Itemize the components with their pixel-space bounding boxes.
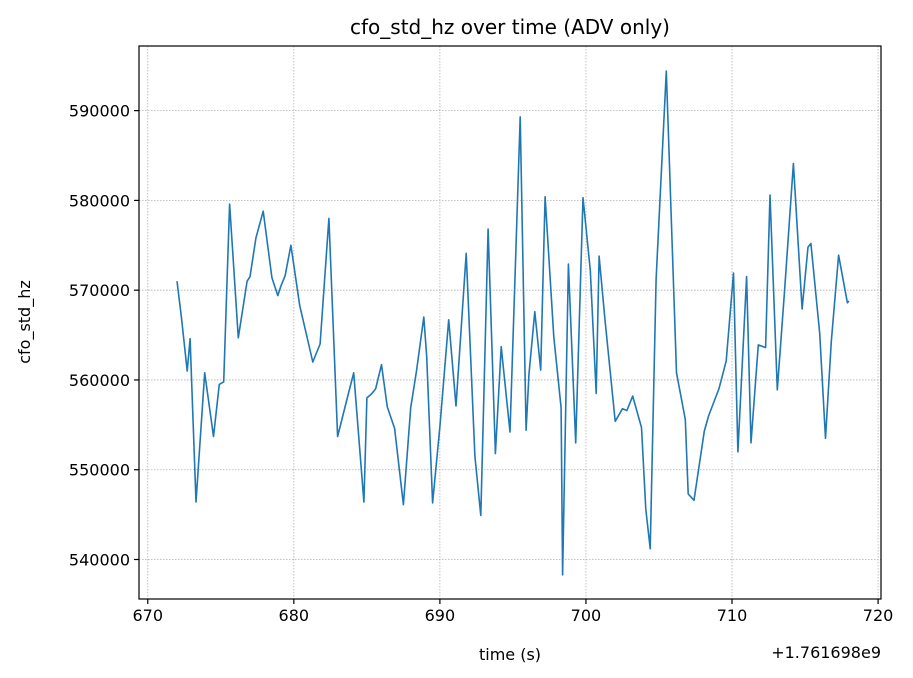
x-tick-label: 690 (425, 606, 456, 625)
chart-title: cfo_std_hz over time (ADV only) (350, 15, 670, 39)
grid-layer (139, 46, 881, 599)
y-tick-label: 570000 (69, 281, 130, 300)
y-tick-label: 580000 (69, 191, 130, 210)
y-tick-label: 590000 (69, 102, 130, 121)
y-tick-label: 540000 (69, 551, 130, 570)
x-axis-label: time (s) (479, 645, 541, 664)
y-tick-label: 550000 (69, 461, 130, 480)
tick-layer: 670 680 690 700 710 720 540000 550000 560000 5700… (69, 102, 893, 625)
x-tick-label: 700 (571, 606, 602, 625)
series-line (176, 70, 850, 576)
plot-frame (138, 45, 882, 600)
x-tick-label: 720 (863, 606, 894, 625)
x-axis-offset-label: +1.761698e9 (771, 643, 881, 662)
x-tick-label: 710 (717, 606, 748, 625)
x-tick-label: 670 (132, 606, 163, 625)
x-tick-label: 680 (279, 606, 310, 625)
y-axis-label: cfo_std_hz (15, 280, 35, 364)
y-tick-label: 560000 (69, 371, 130, 390)
